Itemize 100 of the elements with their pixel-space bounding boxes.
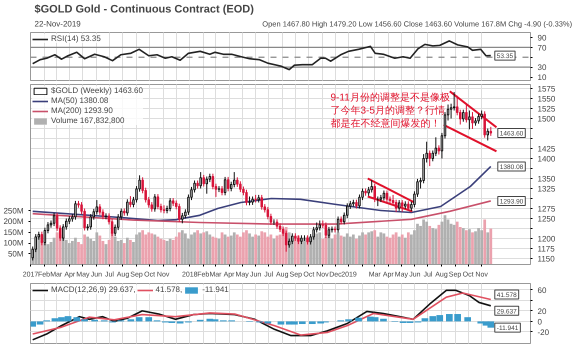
- legend-label: -11.941: [202, 285, 229, 294]
- y-tick-label: 90: [538, 33, 547, 42]
- legend-label: $GOLD (Weekly) 1463.60: [51, 86, 143, 95]
- bar: [404, 238, 407, 264]
- bar: [276, 236, 278, 264]
- bar: [71, 240, 74, 264]
- bar: [230, 236, 233, 264]
- bar: [180, 230, 184, 264]
- bar: [162, 240, 166, 264]
- y-tick-label: 1550: [538, 94, 556, 104]
- y2-tick-label: 50M: [8, 249, 24, 258]
- bar: [138, 232, 141, 264]
- candlestick: [490, 126, 492, 136]
- bar: [489, 228, 492, 264]
- bar: [86, 236, 90, 264]
- y-tick-label: -20: [538, 328, 550, 337]
- bar: [474, 231, 477, 264]
- candlestick: [373, 183, 376, 203]
- bar: [348, 236, 352, 264]
- candlestick: [462, 109, 465, 122]
- candlestick: [232, 172, 236, 188]
- candlestick: [178, 203, 181, 223]
- legend-label: MACD(12,26,9) 29.637,: [51, 285, 136, 294]
- candlestick: [154, 194, 156, 212]
- bar: [251, 236, 254, 264]
- candlestick: [156, 194, 160, 210]
- bar: [242, 232, 245, 264]
- bar: [56, 232, 58, 264]
- bar: [184, 233, 187, 264]
- candlestick: [398, 200, 400, 212]
- bar: [336, 232, 340, 264]
- candlestick: [483, 110, 486, 138]
- y2-tick-label: 250M: [3, 206, 24, 216]
- bar: [388, 238, 392, 264]
- bar: [272, 238, 276, 264]
- candlestick: [239, 180, 242, 193]
- y2-tick-label: 100M: [3, 238, 24, 248]
- bar: [392, 234, 394, 264]
- bar: [174, 236, 178, 264]
- annotation: 都是在不经意间爆发的！: [330, 118, 440, 130]
- annotation: 9-11月份的调整是不是像极: [330, 92, 450, 104]
- candlestick: [245, 189, 248, 206]
- candlestick: [386, 190, 388, 204]
- candlestick: [126, 198, 129, 216]
- y-tick-label: 1400: [538, 154, 556, 164]
- candlestick: [220, 186, 224, 196]
- bar: [135, 234, 138, 264]
- y-tick-label: 1350: [538, 174, 556, 184]
- bar: [104, 244, 108, 264]
- y2-tick-label: 150M: [3, 228, 24, 237]
- bar: [428, 226, 432, 264]
- bar: [471, 232, 474, 264]
- bar: [257, 236, 260, 264]
- y-tick-label: 1250: [538, 214, 556, 224]
- legend-label: RSI(14) 53.35: [51, 34, 101, 43]
- y-tick-label: 1200: [538, 234, 556, 244]
- candlestick: [477, 113, 480, 124]
- legend-label: 41.578,: [156, 285, 182, 294]
- bar: [160, 238, 162, 264]
- bar: [364, 234, 367, 264]
- bar: [245, 230, 248, 264]
- bar: [303, 238, 306, 264]
- bar: [46, 244, 50, 264]
- y-tick-label: 0: [538, 317, 542, 326]
- bar: [74, 238, 77, 264]
- y-tick-label: 1525: [538, 104, 556, 114]
- candlestick: [181, 212, 184, 224]
- candlestick: [428, 150, 431, 167]
- candlestick: [407, 200, 410, 212]
- y-tick-label: 1575: [538, 84, 556, 94]
- chart-title: $GOLD Gold - Continuous Contract (EOD): [34, 4, 254, 16]
- bar: [438, 224, 440, 264]
- candlestick: [486, 128, 490, 141]
- candlestick: [74, 200, 77, 220]
- bar: [373, 230, 376, 264]
- candlestick: [318, 220, 322, 231]
- candlestick: [98, 204, 102, 216]
- candlestick: [129, 196, 132, 208]
- bar: [462, 228, 465, 264]
- candlestick: [370, 180, 373, 193]
- bar: [376, 236, 380, 264]
- candlestick: [226, 176, 230, 192]
- bar: [330, 238, 334, 264]
- bar: [220, 232, 224, 264]
- bar: [238, 236, 242, 264]
- bar: [126, 238, 129, 264]
- bar: [434, 229, 438, 264]
- bar: [361, 232, 364, 264]
- bar: [196, 230, 199, 264]
- bar: [446, 314, 453, 322]
- bar: [218, 238, 220, 264]
- candlestick: [52, 212, 56, 227]
- y-tick-label: 1500: [538, 114, 556, 124]
- candlestick: [438, 144, 440, 155]
- legend-label: Volume 167,832,800: [51, 116, 124, 125]
- bar: [52, 238, 56, 264]
- y-tick-label: 1325: [538, 184, 556, 194]
- bar: [477, 228, 480, 264]
- bar: [394, 232, 398, 264]
- bar: [136, 317, 142, 322]
